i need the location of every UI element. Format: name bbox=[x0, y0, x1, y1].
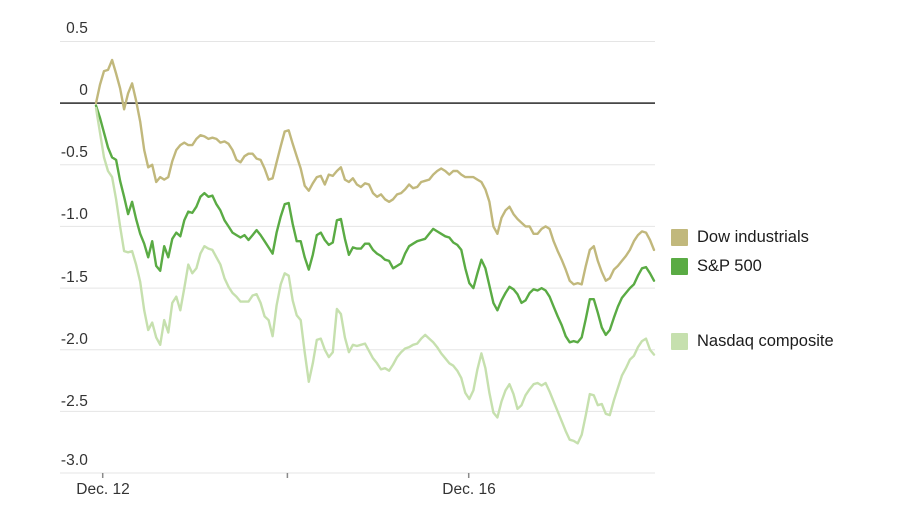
legend-swatch-sp500 bbox=[671, 258, 688, 275]
legend-swatch-dow-industrials bbox=[671, 229, 688, 246]
y-axis-label: -2.5 bbox=[60, 393, 88, 410]
legend-label: Dow industrials bbox=[697, 228, 809, 246]
series-line-sp500 bbox=[94, 104, 656, 344]
legend-item-sp500: S&P 500 bbox=[671, 257, 762, 276]
legend-label: S&P 500 bbox=[697, 257, 762, 275]
legend-swatch-nasdaq-composite bbox=[671, 333, 688, 350]
legend-item-dow-industrials: Dow industrials bbox=[671, 228, 809, 247]
legend-item-nasdaq-composite: Nasdaq composite bbox=[671, 332, 834, 351]
y-axis-label: -1.5 bbox=[60, 269, 88, 286]
series-line-nasdaq bbox=[94, 106, 656, 445]
legend-label: Nasdaq composite bbox=[697, 332, 834, 350]
y-axis-label: 0 bbox=[79, 82, 88, 99]
x-axis-label: Dec. 12 bbox=[76, 481, 130, 498]
x-axis-label: Dec. 16 bbox=[442, 481, 496, 498]
y-axis-label: -1.0 bbox=[60, 206, 88, 223]
series-line-dow bbox=[94, 58, 656, 286]
y-axis-label: 0.5 bbox=[66, 20, 88, 37]
y-axis-label: -0.5 bbox=[60, 144, 88, 161]
y-axis-label: -3.0 bbox=[60, 452, 88, 469]
y-axis-label: -2.0 bbox=[60, 331, 88, 348]
